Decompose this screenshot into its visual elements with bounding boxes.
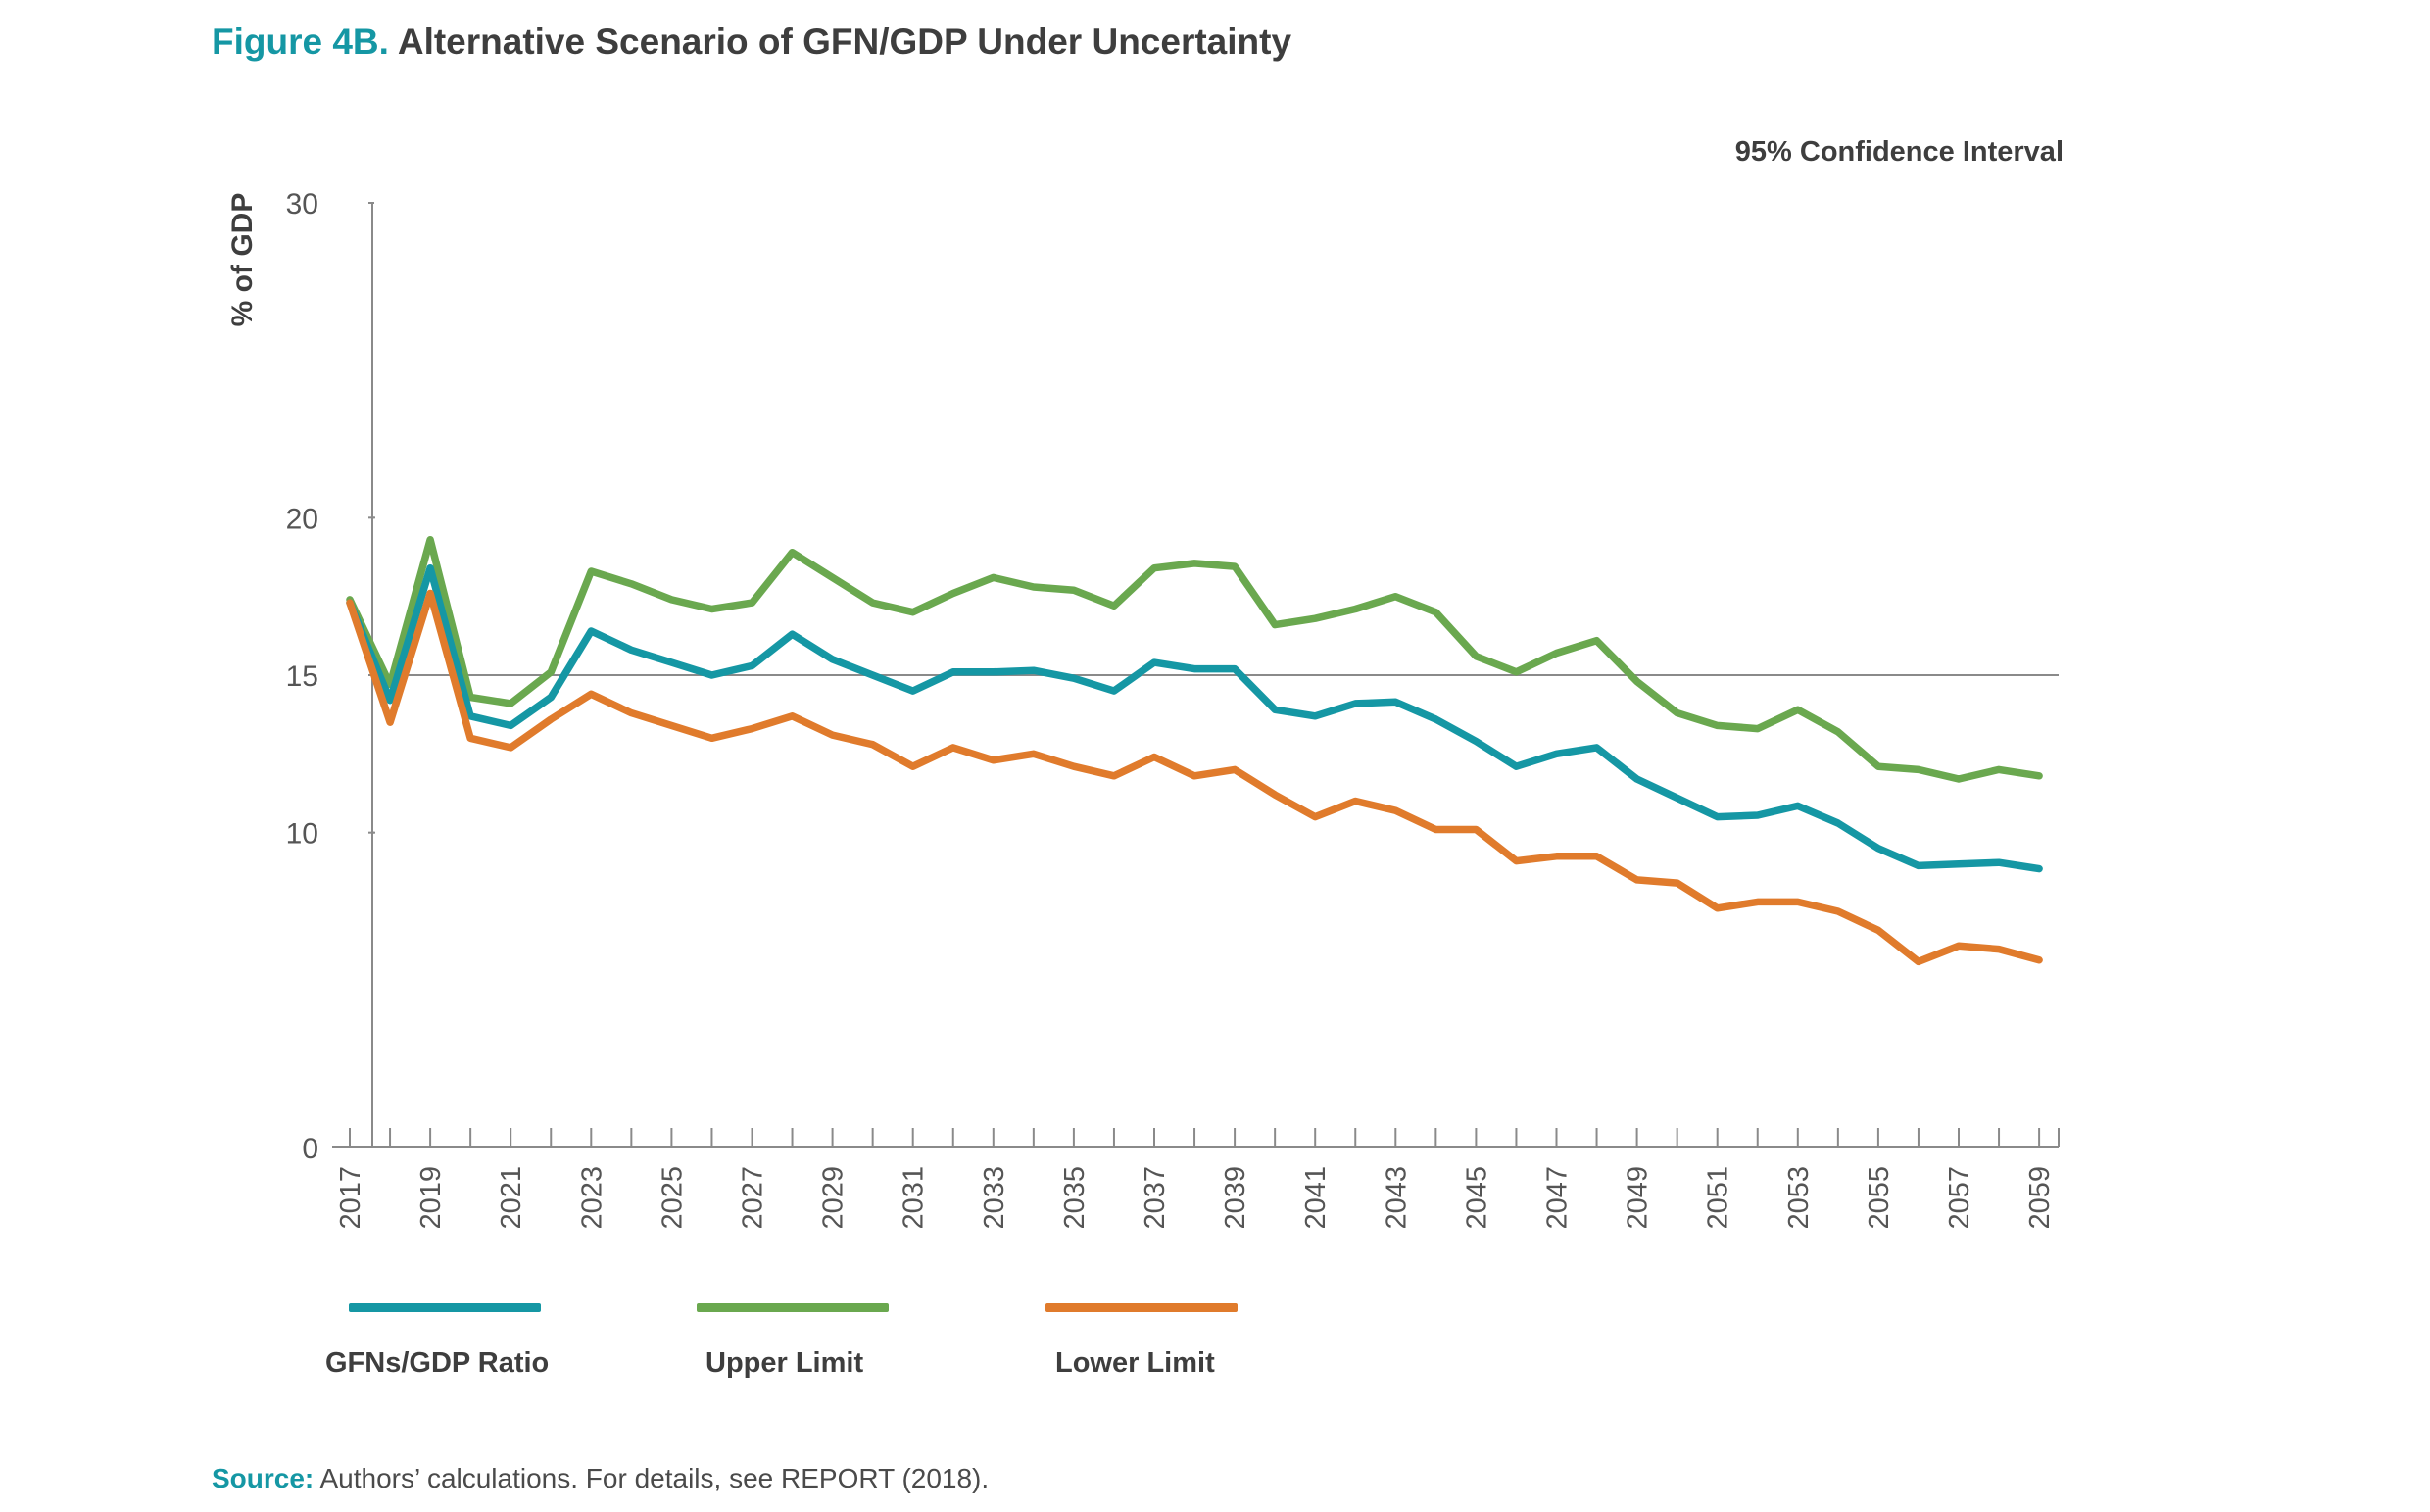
source-text: Authors’ calculations. For details, see … [319,1463,990,1493]
series-line-upper [346,536,2043,783]
y-tick-label: 0 [302,1133,318,1165]
x-tick-label: 2045 [1461,1166,1492,1230]
legend-swatch-ratio [349,1303,541,1312]
x-tick-label: 2051 [1703,1166,1734,1230]
source-label: Source: [212,1463,315,1493]
legend-item-lower: Lower Limit [1045,1303,1241,1380]
x-tick-label: 2029 [818,1166,850,1230]
y-axis-label: % of GDP [226,193,259,327]
x-tick-label: 2025 [656,1166,688,1230]
x-tick-label: 2019 [415,1166,447,1230]
x-tick-label: 2037 [1140,1166,1171,1230]
x-tick-label: 2027 [738,1166,769,1230]
x-tick-label: 2033 [979,1166,1010,1230]
x-tick-label: 2047 [1542,1166,1574,1230]
x-tick-label: 2049 [1623,1166,1654,1230]
legend-label-ratio: GFNs/GDP Ratio [325,1347,550,1379]
series-layer [346,536,2043,966]
y-tick-label: 10 [286,818,318,851]
x-tick-label: 2023 [576,1166,608,1230]
y-tick-label: 15 [286,660,318,693]
figure-title-text: Alternative Scenario of GFN/GDP Under Un… [397,22,1292,62]
legend-item-upper: Upper Limit [697,1303,893,1380]
series-line-lower [346,589,2043,966]
figure-title: Figure 4B. Alternative Scenario of GFN/G… [212,22,1291,63]
x-tick-label: 2021 [496,1166,527,1230]
legend-item-ratio: GFNs/GDP Ratio [325,1303,549,1380]
y-tick-label: 20 [286,503,318,535]
axes: 0 10 15 20 30 2017 2019 2021 2023 2025 2027 2029 203… [286,188,2060,1230]
x-tick-label: 2055 [1864,1166,1895,1230]
y-tick-label: 30 [286,188,318,220]
figure-label: Figure 4B. [212,22,389,62]
x-tick-label: 2041 [1300,1166,1332,1230]
x-tick-label: 2035 [1059,1166,1091,1230]
legend-swatch-upper [697,1303,889,1312]
legend-label-lower: Lower Limit [1055,1347,1215,1379]
x-tick-label: 2039 [1220,1166,1251,1230]
series-line-ratio [346,563,2043,873]
x-tick-label: 2043 [1381,1166,1412,1230]
chart-subtitle: 95% Confidence Interval [1735,136,2064,168]
legend-swatch-lower [1045,1303,1238,1312]
x-tick-label: 2031 [899,1166,930,1230]
x-tick-label: 2059 [2024,1166,2056,1230]
x-tick-label: 2057 [1944,1166,1975,1230]
x-tick-label: 2053 [1783,1166,1815,1230]
source-note: Source: Authors’ calculations. For detai… [212,1463,989,1494]
x-tick-label: 2017 [335,1166,366,1230]
legend-label-upper: Upper Limit [705,1347,864,1379]
